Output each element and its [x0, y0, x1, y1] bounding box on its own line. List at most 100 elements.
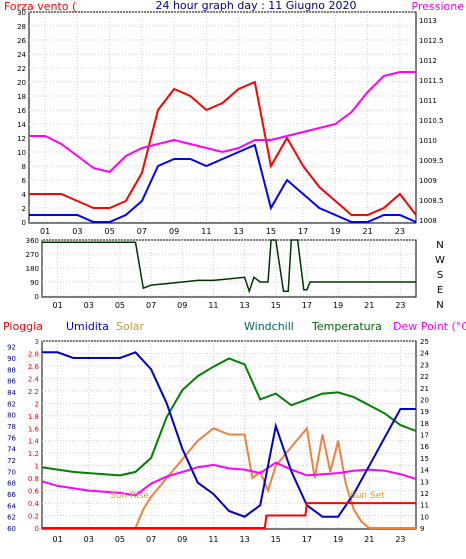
climate-x-tick-17: 17 — [302, 535, 312, 544]
pressure-tick-1013: 1013 — [419, 17, 437, 25]
wind-speed-tick-10: 10 — [17, 149, 26, 157]
climate-x-tick-07: 07 — [146, 535, 156, 544]
direction-x-tick-15: 15 — [271, 301, 281, 310]
rain-tick-1.8: 1.8 — [28, 413, 39, 421]
rain-tick-3: 3 — [35, 338, 39, 346]
humidity-tick-66: 66 — [7, 491, 16, 499]
legend-temperatura: Temperatura — [311, 320, 382, 333]
direction-series — [42, 239, 416, 294]
direction-tick-180: 180 — [26, 265, 39, 273]
wind-x-tick-23: 23 — [395, 227, 405, 236]
direction-panel-grid — [42, 239, 416, 297]
wind-speed-tick-22: 22 — [17, 65, 26, 73]
pressure-tick-1009: 1009 — [419, 177, 437, 185]
climate-x-tick-01: 01 — [52, 535, 62, 544]
humidity-tick-82: 82 — [7, 400, 16, 408]
climate-x-tick-11: 11 — [208, 535, 218, 544]
rain-tick-1: 1 — [35, 463, 39, 471]
temperature-tick-13: 13 — [420, 478, 429, 486]
humidity-tick-84: 84 — [7, 389, 16, 397]
wind-speed-label: Forza vento ( — [4, 0, 76, 13]
temperature-tick-18: 18 — [420, 420, 429, 428]
direction-x-tick-19: 19 — [333, 301, 343, 310]
chart-title: 24 hour graph day : 11 Giugno 2020 — [155, 0, 356, 12]
wind-series-avg — [29, 143, 417, 223]
rain-tick-0.6: 0.6 — [28, 488, 40, 496]
temperature-tick-19: 19 — [420, 408, 429, 416]
direction-tick-270: 270 — [26, 251, 39, 259]
temperature-tick-24: 24 — [420, 350, 429, 358]
rain-tick-0.8: 0.8 — [28, 475, 39, 483]
wind-x-tick-11: 11 — [201, 227, 211, 236]
pressure-tick-1012.5: 1012.5 — [419, 37, 444, 45]
humidity-tick-70: 70 — [7, 468, 16, 476]
humidity-tick-64: 64 — [7, 502, 16, 510]
pressure-tick-1010.5: 1010.5 — [419, 117, 444, 125]
wind-speed-tick-12: 12 — [17, 135, 26, 143]
rain-tick-0: 0 — [35, 525, 39, 533]
rain-tick-1.4: 1.4 — [28, 438, 40, 446]
legend-dew: Dew Point (°C) — [393, 320, 466, 333]
wind-speed-tick-30: 30 — [17, 9, 26, 17]
temperature-tick-10: 10 — [420, 513, 429, 521]
rain-tick-2: 2 — [35, 400, 39, 408]
temperature-tick-25: 25 — [420, 338, 429, 346]
wind-x-tick-21: 21 — [363, 227, 373, 236]
climate-x-tick-19: 19 — [333, 535, 343, 544]
compass-label-3: E — [437, 285, 443, 296]
rain-axis: 0 0.2 0.4 0.6 0.8 1 1.2 1.4 1.6 1.8 2 2.2 2.4 2.6 2.8 3 — [28, 338, 40, 533]
compass-label-0: N — [436, 240, 443, 251]
rain-tick-0.2: 0.2 — [28, 513, 39, 521]
wind-x-tick-01: 01 — [40, 227, 50, 236]
wind-series-gust — [29, 80, 417, 216]
humidity-tick-74: 74 — [7, 446, 16, 454]
climate-x-tick-23: 23 — [395, 535, 405, 544]
wind-x-tick-07: 07 — [137, 227, 147, 236]
direction-panel-x-axis: 01 03 05 07 09 11 13 15 17 19 21 23 — [52, 301, 405, 310]
temperature-tick-21: 21 — [420, 385, 429, 393]
wind-speed-tick-28: 28 — [17, 23, 26, 31]
humidity-tick-78: 78 — [7, 423, 16, 431]
rain-tick-2.8: 2.8 — [28, 350, 39, 358]
humidity-tick-92: 92 — [7, 344, 16, 352]
direction-x-tick-21: 21 — [364, 301, 374, 310]
temperature-tick-15: 15 — [420, 455, 429, 463]
climate-x-tick-13: 13 — [239, 535, 249, 544]
direction-x-tick-07: 07 — [146, 301, 156, 310]
pressure-tick-1008: 1008 — [419, 217, 437, 225]
wind-speed-tick-14: 14 — [17, 121, 26, 129]
legend-windchill: Windchill — [244, 320, 294, 333]
wind-x-tick-09: 09 — [169, 227, 179, 236]
direction-x-tick-03: 03 — [84, 301, 94, 310]
wind-speed-tick-24: 24 — [17, 51, 26, 59]
pressure-tick-1010: 1010 — [419, 137, 437, 145]
pressure-axis: 1008 1008.5 1009 1009.5 1010 1010.5 1011 1011.5… — [419, 17, 444, 225]
climate-series-dew-point — [41, 461, 417, 497]
wind-speed-tick-26: 26 — [17, 37, 26, 45]
direction-x-tick-05: 05 — [115, 301, 125, 310]
climate-x-tick-03: 03 — [84, 535, 94, 544]
compass-label-2: S — [437, 270, 443, 281]
humidity-tick-62: 62 — [7, 514, 16, 522]
temperature-tick-11: 11 — [420, 502, 429, 510]
wind-panel-x-axis: 01 03 05 07 09 11 13 15 17 19 21 23 — [40, 227, 405, 236]
wind-speed-tick-16: 16 — [17, 107, 26, 115]
pressure-tick-1008.5: 1008.5 — [419, 197, 444, 205]
rain-tick-2.2: 2.2 — [28, 388, 39, 396]
wind-x-tick-17: 17 — [298, 227, 308, 236]
direction-x-tick-09: 09 — [177, 301, 187, 310]
direction-tick-90: 90 — [30, 279, 39, 287]
pressure-label: Pressione — [412, 0, 465, 13]
temperature-tick-23: 23 — [420, 361, 429, 369]
wind-panel-series — [29, 71, 417, 223]
humidity-tick-90: 90 — [7, 355, 16, 363]
pressure-tick-1009.5: 1009.5 — [419, 157, 444, 165]
humidity-tick-68: 68 — [7, 480, 16, 488]
wind-speed-tick-2: 2 — [22, 205, 26, 213]
wind-speed-tick-4: 4 — [22, 191, 27, 199]
humidity-tick-76: 76 — [7, 434, 16, 442]
humidity-tick-88: 88 — [7, 366, 16, 374]
climate-series-pioggia — [42, 502, 416, 529]
